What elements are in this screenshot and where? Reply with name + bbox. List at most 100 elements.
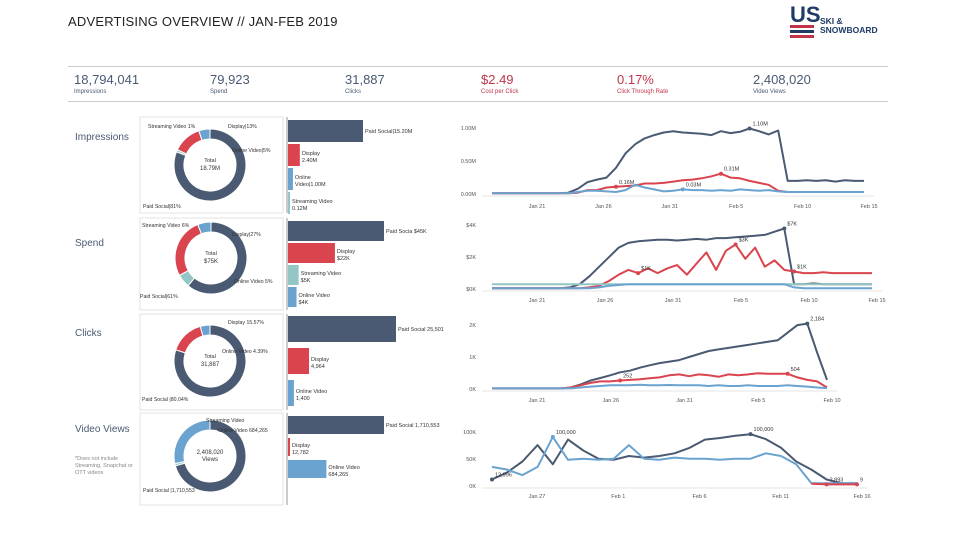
donut-label: Display|27% <box>232 232 261 238</box>
series-line-display <box>811 482 857 486</box>
bar-value-label: Streaming Video <box>292 199 333 205</box>
kpi-value: 18,794,041 <box>74 72 140 87</box>
donut-label: Online Video 684,265 <box>218 428 268 434</box>
bar-panel-axis <box>286 117 288 213</box>
donut-slice-paid-social <box>173 128 247 202</box>
kpi-spend: 79,923 Spend <box>210 72 250 95</box>
pie-panel-frame <box>139 116 284 214</box>
bar-panel-axis <box>286 413 288 505</box>
kpi-label: Impressions <box>74 89 107 95</box>
bar-value-label: 2.40M <box>302 158 318 164</box>
data-point <box>733 242 738 247</box>
bar-value-label: Online Video <box>328 465 359 471</box>
data-label: 12,996 <box>495 472 512 478</box>
series-line-paid-social <box>492 227 872 290</box>
kpi-clicks: 31,887 Clicks <box>345 72 385 95</box>
kpi-value: $2.49 <box>481 72 514 87</box>
donut-label: Display|13% <box>228 124 257 130</box>
data-label: 100,000 <box>754 427 774 433</box>
x-tick-label: Jan 31 <box>676 398 693 404</box>
bar-value-label: 684,265 <box>328 472 348 478</box>
donut-label: Streaming Video <box>206 418 244 424</box>
data-point <box>805 321 810 326</box>
donut-slice-online-video <box>173 419 211 465</box>
row-label-video-views: Video Views <box>75 424 130 435</box>
row-label-clicks: Clicks <box>75 328 102 339</box>
donut-center-value: 31,887 <box>201 362 220 368</box>
x-tick-label: Jan 21 <box>529 204 546 210</box>
x-tick-label: Feb 16 <box>853 494 870 500</box>
donut-slice-paid-social <box>173 324 247 398</box>
bar-paid-social <box>288 120 363 142</box>
logo-snowboard: SNOWBOARD <box>820 25 878 35</box>
donut-label: Online Video 5% <box>234 279 273 285</box>
bar-value-label: Display <box>302 151 320 157</box>
donut-label: Streaming Video 1% <box>148 124 196 130</box>
kpi-label: Clicks <box>345 89 361 95</box>
y-tick-label: 2K <box>469 323 476 329</box>
bar-display <box>288 144 300 166</box>
data-point <box>792 269 797 274</box>
x-tick-label: Feb 5 <box>734 298 748 304</box>
row-label-spend: Spend <box>75 238 104 249</box>
kpi-click-through-rate: 0.17% Click Through Rate <box>617 72 668 95</box>
series-line-display <box>492 243 872 290</box>
bar-streaming-video <box>288 265 299 285</box>
bar-value-label: 4,964 <box>311 364 325 370</box>
x-tick-label: Jan 26 <box>602 398 619 404</box>
kpi-video-views: 2,408,020 Video Views <box>753 72 811 95</box>
data-point <box>614 184 618 189</box>
donut-label: Paid Social|81% <box>143 204 181 210</box>
logo-ski: SKI & <box>820 16 843 26</box>
bar-display <box>288 438 290 456</box>
kpi-value: 79,923 <box>210 72 250 87</box>
data-point <box>718 171 723 176</box>
logo-us: US <box>790 2 821 27</box>
y-tick-label: 1K <box>469 355 476 361</box>
data-point <box>785 371 790 376</box>
data-point <box>748 432 753 437</box>
donut-center-value: 18.79M <box>200 166 220 172</box>
bar-value-label: Video|1.00M <box>295 182 326 188</box>
bar-paid-social <box>288 316 396 342</box>
donut-label: Online Video|5% <box>232 148 271 154</box>
x-tick-label: Feb 1 <box>611 494 625 500</box>
series-line-online-video <box>492 283 872 290</box>
y-tick-label: $2K <box>466 255 476 261</box>
bar-value-label: $4K <box>299 300 309 306</box>
x-tick-label: Feb 10 <box>823 398 840 404</box>
x-tick-label: Jan 26 <box>597 298 614 304</box>
x-tick-label: Jan 21 <box>529 398 546 404</box>
bar-value-label: Display <box>337 249 355 255</box>
data-label: $1K <box>641 266 651 272</box>
data-point <box>550 434 555 439</box>
x-tick-label: Jan 31 <box>665 298 682 304</box>
y-tick-label: $4K <box>466 223 476 229</box>
data-label: $1K <box>797 265 807 271</box>
data-point <box>855 482 859 487</box>
bar-value-label: Paid Social 1,710,553 <box>386 423 440 429</box>
data-label: 0.03M <box>686 182 702 188</box>
kpi-cost-per-click: $2.49 Cost per Click <box>481 72 518 95</box>
pie-panel-frame <box>139 217 284 311</box>
y-tick-label: 0.50M <box>461 159 477 165</box>
bar-streaming-video <box>288 192 290 214</box>
bar-value-label: Online Video <box>296 389 327 395</box>
donut-slice-display <box>175 325 204 354</box>
x-tick-label: Jan 21 <box>529 298 546 304</box>
data-label: 0.31M <box>724 167 740 173</box>
donut-center-value: $75K <box>204 259 218 265</box>
bar-online-video <box>288 168 293 190</box>
data-label: 9 <box>860 477 863 483</box>
x-tick-label: Feb 10 <box>794 204 811 210</box>
y-tick-label: 0.00M <box>461 192 477 198</box>
kpi-label: Click Through Rate <box>617 89 669 95</box>
x-tick-label: Feb 11 <box>772 494 789 500</box>
data-point <box>747 126 752 131</box>
bar-panel-axis <box>286 218 288 310</box>
data-label: 100,000 <box>556 430 576 436</box>
bar-value-label: Paid Social|15.20M <box>365 129 413 135</box>
y-tick-label: 1.00M <box>461 126 477 132</box>
bar-value-label: Online <box>295 175 311 181</box>
kpi-label: Spend <box>210 89 228 95</box>
